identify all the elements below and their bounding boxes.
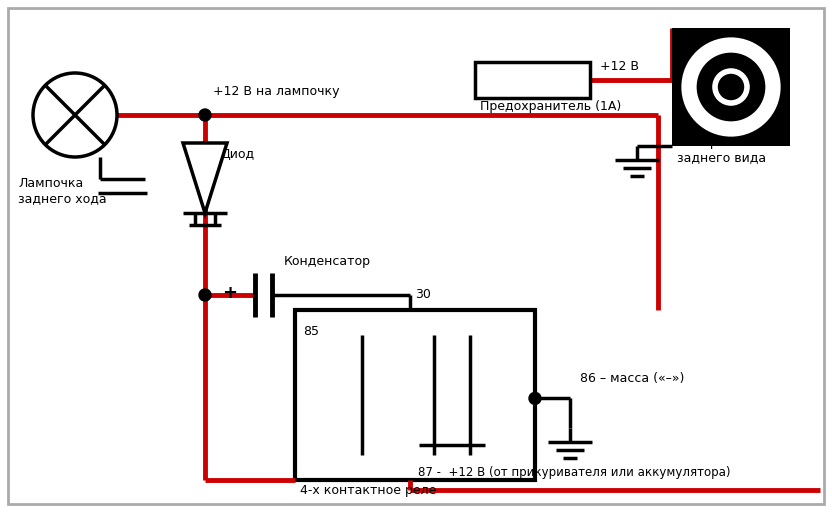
Text: 4-х контактное реле: 4-х контактное реле — [300, 484, 436, 497]
Text: 87 -  +12 В (от прикуривателя или аккумулятора): 87 - +12 В (от прикуривателя или аккумул… — [418, 466, 730, 479]
Bar — [672, 28, 790, 146]
Circle shape — [689, 45, 773, 129]
Text: 30: 30 — [415, 288, 431, 301]
Polygon shape — [183, 143, 227, 213]
Circle shape — [33, 73, 117, 157]
Text: +: + — [222, 284, 237, 302]
Text: Конденсатор: Конденсатор — [284, 255, 371, 268]
Bar — [475, 62, 590, 98]
Circle shape — [715, 71, 747, 103]
Text: 85: 85 — [303, 325, 319, 338]
Text: Лампочка
заднего хода: Лампочка заднего хода — [18, 177, 106, 205]
Circle shape — [199, 109, 211, 121]
Text: Предохранитель (1А): Предохранитель (1А) — [480, 100, 622, 113]
Text: +12 В на лампочку: +12 В на лампочку — [213, 85, 339, 98]
Text: Камера
заднего вида: Камера заднего вида — [677, 136, 766, 164]
Circle shape — [199, 289, 211, 301]
Bar — [295, 310, 535, 480]
Text: 86 – масса («–»): 86 – масса («–») — [580, 372, 685, 386]
Circle shape — [529, 392, 541, 404]
Text: Диод: Диод — [220, 148, 254, 161]
Text: +12 В: +12 В — [600, 60, 639, 73]
